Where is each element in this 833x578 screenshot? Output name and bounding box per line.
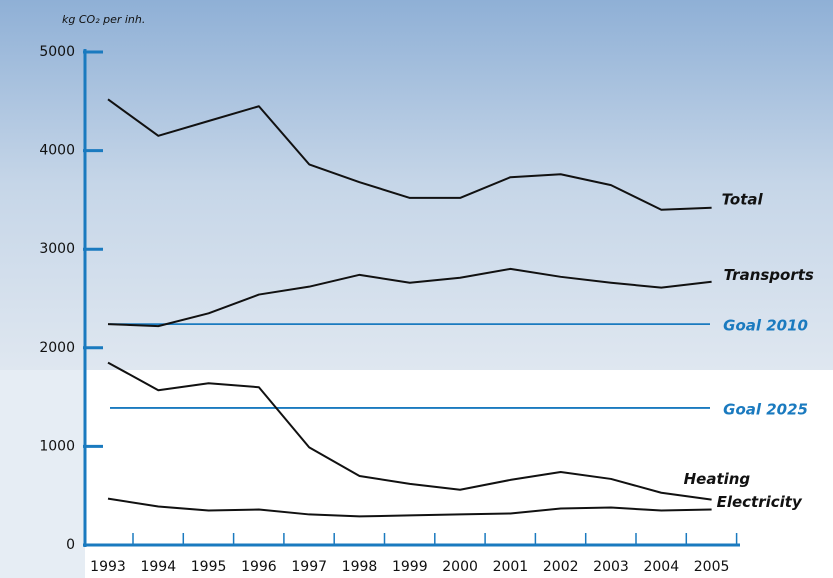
series-label: Electricity: [717, 493, 803, 511]
x-tick-label: 2003: [593, 559, 629, 575]
x-tick-label: 2002: [543, 559, 579, 575]
series-line: [107, 361, 712, 501]
y-tick-label: 4000: [39, 143, 75, 159]
series-label: Transports: [724, 266, 814, 284]
goal-label: Goal 2010: [723, 317, 808, 335]
y-tick-label: 0: [66, 537, 75, 553]
goal-label: Goal 2025: [723, 400, 808, 418]
series-label: Total: [722, 190, 764, 208]
series-label: Heating: [684, 470, 751, 488]
x-tick-label: 1995: [191, 559, 227, 575]
x-tick-label: 1994: [140, 559, 176, 575]
x-tick-label: 1997: [291, 559, 327, 575]
y-tick-label: 3000: [39, 241, 75, 257]
x-tick-label: 1996: [241, 559, 277, 575]
x-tick-label: 1993: [90, 559, 126, 575]
sky-left: [0, 370, 85, 578]
y-axis-label: kg CO₂ per inh.: [62, 13, 145, 26]
series-line: [107, 98, 712, 211]
x-tick-label: 2001: [493, 559, 529, 575]
y-tick-label: 5000: [39, 44, 75, 60]
x-tick-label: 2000: [442, 559, 478, 575]
x-tick-label: 1998: [342, 559, 378, 575]
x-tick-label: 2005: [694, 559, 730, 575]
series-line: [107, 267, 712, 328]
y-tick-label: 1000: [39, 438, 75, 454]
series-line: [107, 497, 712, 518]
sky: [0, 0, 833, 370]
y-tick-label: 2000: [39, 340, 75, 356]
x-tick-label: 2004: [643, 559, 679, 575]
x-tick-label: 1999: [392, 559, 428, 575]
